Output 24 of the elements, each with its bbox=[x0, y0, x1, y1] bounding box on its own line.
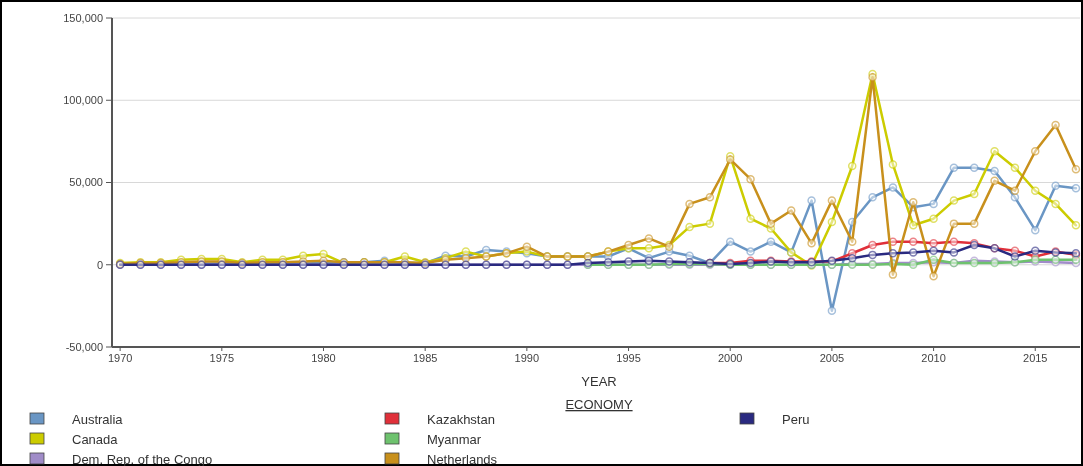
x-axis-title: YEAR bbox=[581, 374, 617, 389]
x-tick-label: 1990 bbox=[514, 352, 540, 364]
x-tick-label: 2010 bbox=[921, 352, 946, 364]
x-tick-label: 1970 bbox=[107, 352, 133, 364]
y-tick-label: -50,000 bbox=[65, 340, 103, 353]
x-tick-label: 1975 bbox=[209, 352, 235, 364]
legend-label: Netherlands bbox=[427, 451, 498, 466]
x-tick-label: 1985 bbox=[412, 352, 438, 364]
x-tick-label: 2000 bbox=[717, 352, 743, 364]
legend-label: Kazakhstan bbox=[427, 411, 495, 427]
x-tick-label: 1995 bbox=[616, 352, 641, 364]
legend-title: ECONOMY bbox=[565, 397, 633, 412]
legend-label: Dem. Rep. of the Congo bbox=[72, 451, 213, 466]
legend-label: Myanmar bbox=[427, 431, 482, 447]
x-tick-label: 2005 bbox=[819, 352, 845, 364]
y-tick-label: 0 bbox=[96, 258, 103, 271]
y-tick-label: 150,000 bbox=[63, 11, 103, 24]
legend-label: Australia bbox=[72, 411, 124, 427]
y-tick-label: 100,000 bbox=[63, 94, 103, 107]
legend-label: Canada bbox=[72, 431, 119, 447]
x-tick-label: 1980 bbox=[311, 352, 336, 364]
x-tick-label: 2015 bbox=[1023, 352, 1048, 364]
legend-label: Peru bbox=[782, 411, 810, 427]
y-tick-label: 50,000 bbox=[69, 176, 103, 189]
